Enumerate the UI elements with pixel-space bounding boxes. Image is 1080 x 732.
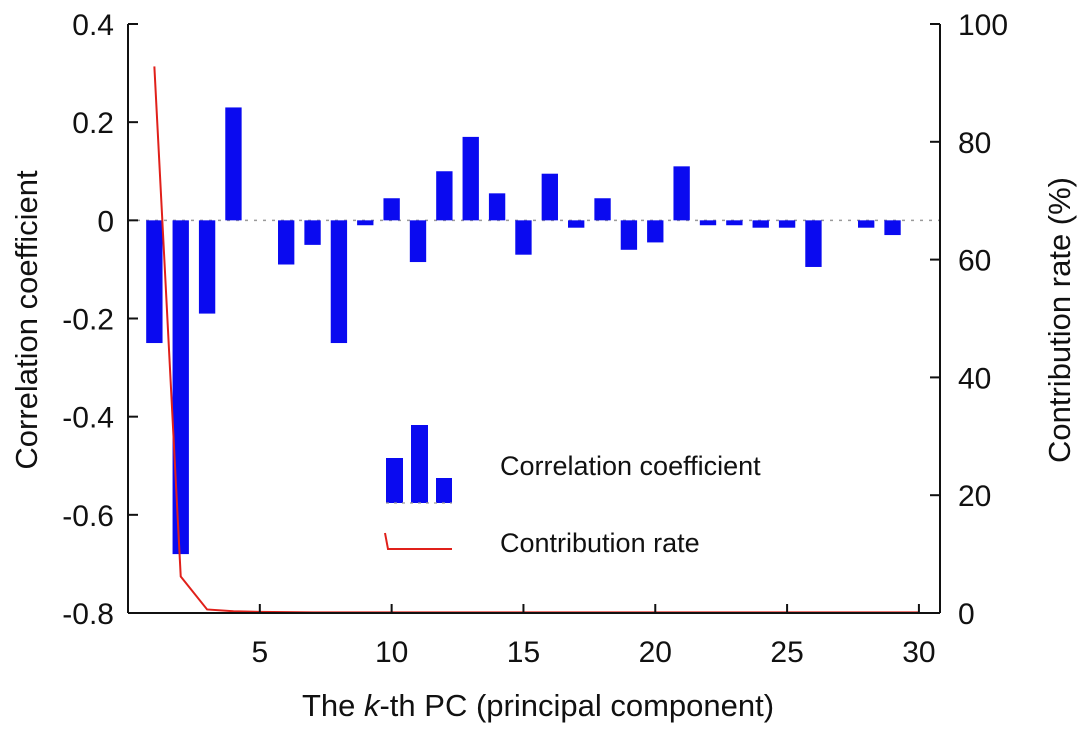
y-tick-label: -0.6 [62, 500, 114, 533]
x-tick-label: 25 [770, 636, 803, 669]
bar [858, 220, 875, 228]
bars [146, 107, 901, 555]
y2-tick-label: 20 [958, 480, 991, 513]
bar [726, 220, 743, 226]
bar [752, 220, 769, 228]
y2-axis-label: Contribution rate (%) [1042, 177, 1077, 463]
bar [462, 136, 479, 221]
y2-tick-label: 60 [958, 245, 991, 278]
y-tick-label: -0.2 [62, 304, 114, 337]
legend-bar [411, 425, 428, 503]
legend-line-icon [384, 532, 452, 550]
legend-label-contribution: Contribution rate [500, 528, 700, 558]
bar [278, 220, 295, 265]
bar [436, 171, 453, 221]
y-tick-label: 0 [97, 205, 114, 238]
bar [541, 173, 558, 221]
bar [515, 220, 532, 255]
x-axis-label: The k-th PC (principal component) [302, 688, 774, 723]
bar [304, 220, 321, 245]
bar [778, 220, 796, 228]
y2-tick-label: 0 [958, 598, 975, 631]
legend: Correlation coefficient Contribution rat… [384, 425, 761, 558]
y-tick-label: 0.2 [72, 107, 114, 140]
bar [330, 220, 348, 344]
bar [884, 220, 901, 236]
bar [620, 220, 638, 250]
bar [568, 220, 585, 228]
bar [357, 220, 374, 226]
bar [409, 220, 427, 263]
axes [127, 24, 941, 614]
bar [805, 220, 822, 267]
x-tick-label: 15 [507, 636, 540, 669]
y-tick-label: -0.4 [62, 402, 114, 435]
y2-tick-label: 80 [958, 127, 991, 160]
bar [647, 220, 664, 243]
legend-bar-icon [386, 425, 452, 504]
y2-tick-label: 40 [958, 362, 991, 395]
x-axis-label-suffix: -th PC (principal component) [379, 688, 774, 723]
x-tick-label: 10 [375, 636, 408, 669]
x-tick-label: 30 [902, 636, 935, 669]
bar [383, 198, 400, 221]
x-axis-label-prefix: The [302, 688, 364, 723]
y-tick-label: -0.8 [62, 598, 114, 631]
ticks: 0.4 0.2 0 -0.2 -0.4 -0.6 -0.8 100 80 60 40 20 0 5 10 15… [62, 9, 1008, 669]
legend-bar [436, 478, 452, 503]
bar [488, 193, 506, 221]
legend-bar [386, 458, 403, 503]
bar [699, 220, 717, 226]
x-axis-label-italic: k [364, 688, 381, 723]
bar [146, 220, 163, 344]
y2-tick-label: 100 [958, 9, 1008, 42]
bar [225, 107, 242, 221]
y-tick-label: 0.4 [72, 9, 114, 42]
bar [172, 220, 189, 555]
legend-label-correlation: Correlation coefficient [500, 451, 761, 481]
y-axis-label: Correlation coefficient [9, 170, 44, 470]
bar [673, 166, 690, 221]
x-tick-label: 20 [639, 636, 672, 669]
bar [594, 198, 611, 221]
x-tick-label: 5 [251, 636, 268, 669]
bar [198, 220, 216, 314]
